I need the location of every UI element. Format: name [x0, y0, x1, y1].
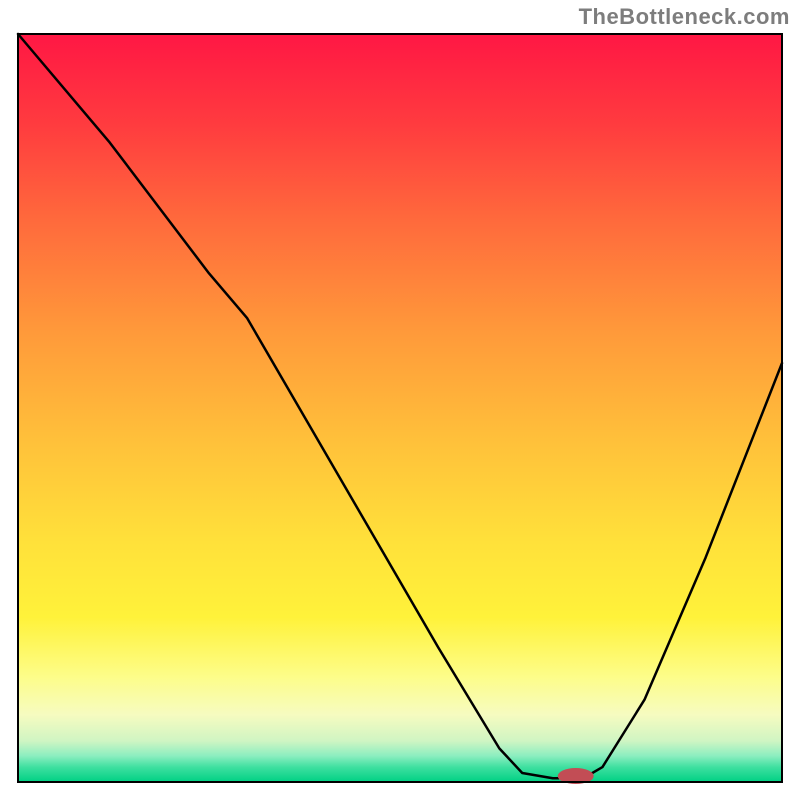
bottleneck-chart	[0, 0, 800, 800]
chart-container: TheBottleneck.com	[0, 0, 800, 800]
watermark-label: TheBottleneck.com	[579, 4, 790, 30]
plot-background	[18, 34, 782, 782]
